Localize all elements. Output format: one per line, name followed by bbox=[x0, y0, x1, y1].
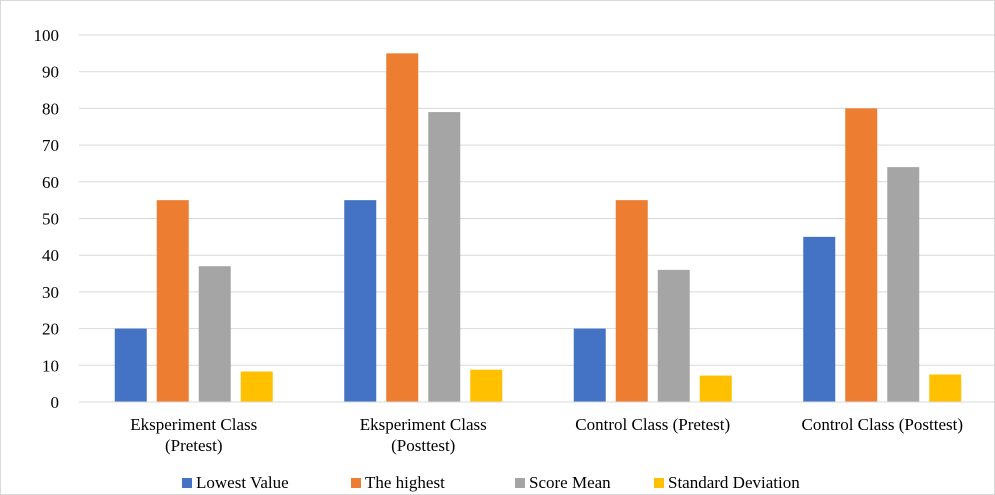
x-category-label: Eksperiment Class bbox=[130, 415, 257, 434]
x-category-label: Control Class (Posttest) bbox=[801, 415, 963, 434]
y-tick-label: 80 bbox=[42, 99, 59, 118]
bar-score-mean-0 bbox=[198, 266, 231, 402]
x-category-label: Eksperiment Class bbox=[360, 415, 487, 434]
bar-standard-deviation-1 bbox=[470, 369, 503, 402]
y-tick-label: 90 bbox=[42, 63, 59, 82]
y-tick-label: 10 bbox=[42, 356, 59, 375]
bar-the-highest-2 bbox=[615, 200, 648, 402]
y-tick-label: 100 bbox=[34, 26, 60, 45]
y-tick-label: 30 bbox=[42, 283, 59, 302]
legend-label: Score Mean bbox=[529, 473, 611, 492]
gridlines bbox=[79, 34, 994, 366]
y-tick-label: 50 bbox=[42, 210, 59, 229]
legend: Lowest Value The highest Score Mean Standar… bbox=[182, 473, 800, 492]
bar-lowest-value-1 bbox=[344, 200, 377, 402]
y-tick-label: 40 bbox=[42, 246, 59, 265]
x-category-label: (Posttest) bbox=[391, 436, 455, 455]
y-axis-ticks: 0 10 20 30 40 50 60 70 80 90 100 bbox=[34, 26, 60, 412]
y-tick-label: 70 bbox=[42, 136, 59, 155]
bar-standard-deviation-0 bbox=[240, 371, 273, 402]
legend-swatch bbox=[182, 478, 192, 488]
legend-label: Lowest Value bbox=[196, 473, 289, 492]
y-tick-label: 60 bbox=[42, 173, 59, 192]
legend-swatch bbox=[351, 478, 361, 488]
x-axis-categories: Eksperiment Class (Pretest) Eksperiment Cl… bbox=[130, 415, 963, 455]
bar-the-highest-0 bbox=[156, 200, 189, 402]
legend-label: Standard Deviation bbox=[668, 473, 800, 492]
bar-the-highest-3 bbox=[845, 108, 878, 403]
legend-swatch bbox=[654, 478, 664, 488]
y-tick-label: 20 bbox=[42, 320, 59, 339]
bar-lowest-value-3 bbox=[803, 236, 836, 402]
bar-score-mean-2 bbox=[657, 269, 690, 402]
y-tick-label: 0 bbox=[51, 393, 60, 412]
bars bbox=[114, 53, 962, 403]
bar-score-mean-3 bbox=[887, 167, 920, 402]
bar-score-mean-1 bbox=[428, 112, 461, 402]
bar-lowest-value-0 bbox=[114, 328, 147, 402]
bar-lowest-value-2 bbox=[573, 328, 606, 402]
bar-standard-deviation-2 bbox=[699, 375, 732, 402]
legend-label: The highest bbox=[365, 473, 445, 492]
bar-the-highest-1 bbox=[386, 53, 419, 402]
x-category-label: Control Class (Pretest) bbox=[575, 415, 730, 434]
legend-swatch bbox=[515, 478, 525, 488]
x-category-label: (Pretest) bbox=[165, 436, 223, 455]
bar-standard-deviation-3 bbox=[929, 374, 962, 402]
